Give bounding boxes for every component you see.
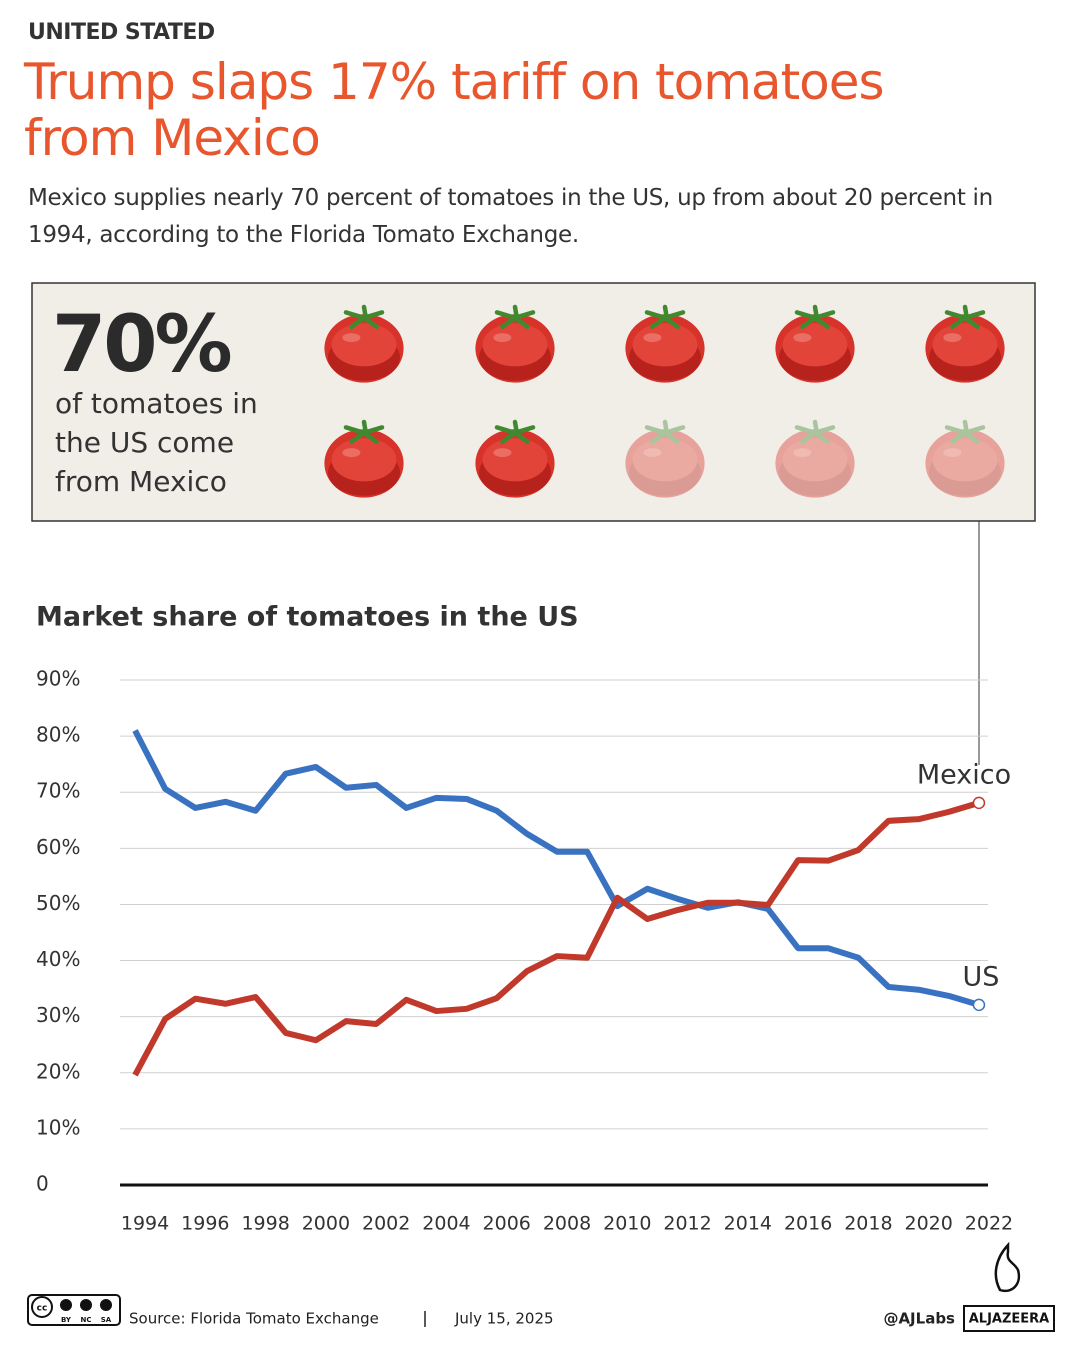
series-line [132,729,980,1008]
title: Trump slaps 17% tariff on tomatoes from … [24,53,885,167]
x-tick-label: 1994 [121,1213,169,1235]
end-marker [972,998,986,1012]
x-tick-label: 2016 [784,1213,832,1235]
cc-icon [100,1299,112,1311]
cc-text: cc [37,1304,48,1314]
callout-text: of tomatoes in the US come from Mexico [55,387,258,498]
y-tick-label: 50% [36,891,80,915]
x-tick-label: 2004 [422,1213,470,1235]
chart-title: Market share of tomatoes in the US [36,602,579,633]
x-tick-label: 2020 [905,1213,953,1235]
handle: @AJLabs [883,1310,955,1328]
brand-box [963,1305,1055,1332]
subtitle: Mexico supplies nearly 70 percent of tom… [28,185,993,248]
cc-circle [31,1296,53,1318]
cc-license: NC [81,1316,92,1324]
y-tick-label: 10% [36,1115,80,1139]
x-tick-label: 2014 [724,1213,772,1235]
brand-logo [994,1241,1021,1293]
source: Source: Florida Tomato Exchange [129,1310,379,1328]
x-tick-label: 2012 [663,1213,711,1235]
cc-icon [80,1299,92,1311]
cc-license: BY [61,1316,72,1324]
y-tick-label: 60% [36,835,80,859]
x-tick-label: 1996 [181,1213,229,1235]
x-tick-label: 2006 [483,1213,531,1235]
y-tick-label: 70% [36,779,80,803]
date: July 15, 2025 [454,1310,554,1328]
series-line [132,800,980,1077]
callout-figure: 70% [52,300,233,390]
x-tick-label: 2022 [965,1213,1013,1235]
kicker: UNITED STATED [28,20,215,45]
y-tick-label: 30% [36,1003,80,1027]
x-tick-label: 2000 [302,1213,350,1235]
y-tick-label: 0 [36,1172,49,1196]
series-label: Mexico [917,759,1011,790]
x-tick-label: 2010 [603,1213,651,1235]
series-label: US [963,961,1000,992]
y-tick-label: 20% [36,1059,80,1083]
y-tick-label: 90% [36,667,80,691]
end-marker [972,796,986,810]
brand: ALJAZEERA [969,1312,1050,1327]
y-tick-label: 40% [36,947,80,971]
cc-license: SA [101,1316,112,1324]
y-tick-label: 80% [36,723,80,747]
x-tick-label: 2002 [362,1213,410,1235]
plot: 0 10% 20% 30% 40% 50% 60% 70% 80% 90% 1994 1996 1998… [36,667,1013,1235]
x-tick-label: 1998 [241,1213,289,1235]
cc-icon [60,1299,72,1311]
x-tick-label: 2018 [844,1213,892,1235]
cc-badge: cc BY NC SA [27,1294,121,1326]
x-tick-label: 2008 [543,1213,591,1235]
